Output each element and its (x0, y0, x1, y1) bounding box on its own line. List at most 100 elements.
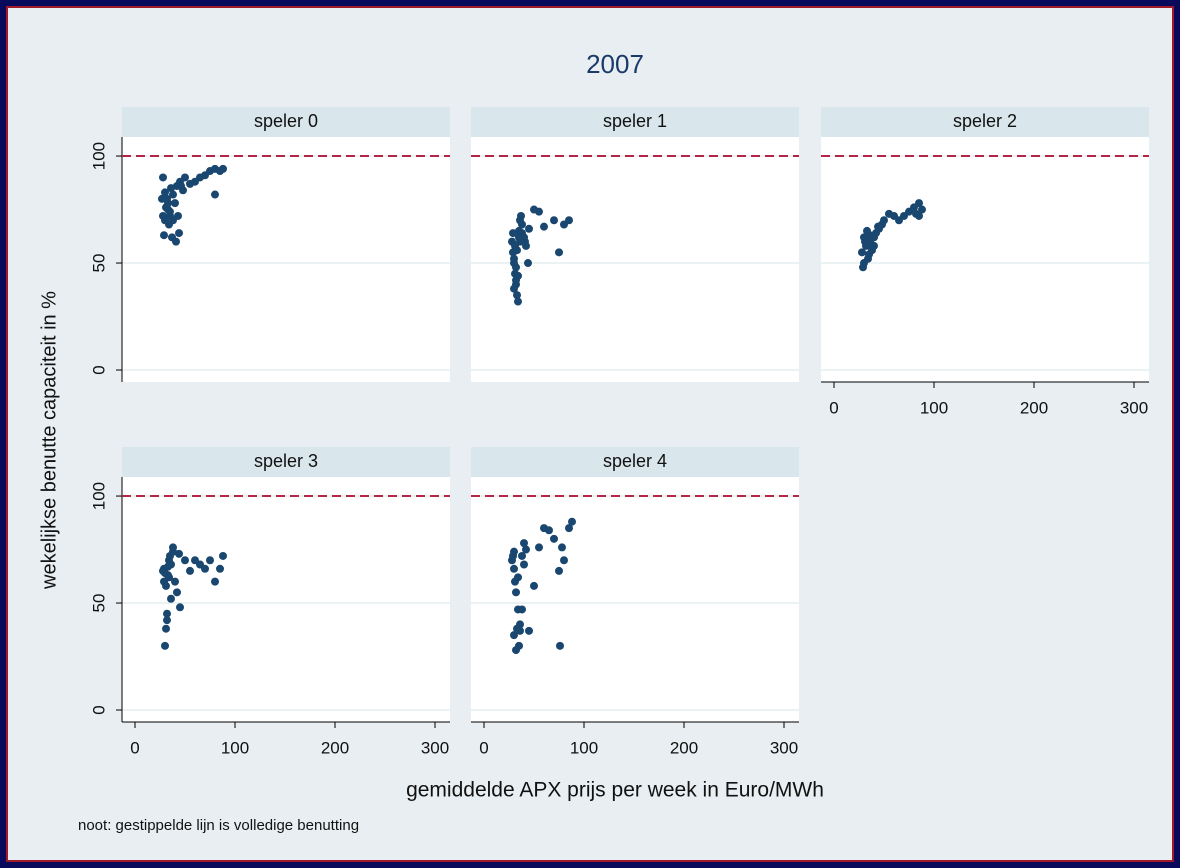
point (181, 556, 189, 565)
point (555, 566, 563, 575)
point (520, 539, 528, 548)
panel-header (471, 447, 799, 477)
point (159, 173, 167, 182)
panel-header (122, 107, 450, 137)
point (530, 581, 538, 590)
point (172, 237, 180, 246)
point (167, 184, 175, 193)
plot-area (821, 137, 1149, 382)
point (160, 231, 168, 240)
point (915, 199, 923, 208)
panel-header (122, 447, 450, 477)
point (550, 216, 558, 225)
x-tick-label: 100 (920, 398, 948, 417)
point (858, 248, 866, 257)
point (525, 626, 533, 635)
point (216, 564, 224, 573)
point (565, 524, 573, 533)
x-tick-label: 200 (1020, 398, 1048, 417)
point (169, 190, 177, 199)
point (513, 291, 521, 300)
point (558, 543, 566, 552)
panel-title: speler 4 (603, 451, 667, 471)
x-tick-label: 0 (829, 398, 838, 417)
x-tick-label: 300 (421, 738, 449, 757)
point (560, 556, 568, 565)
point (545, 526, 553, 535)
point (517, 211, 525, 220)
point (521, 237, 529, 246)
point (525, 224, 533, 233)
point (512, 263, 520, 272)
point (516, 620, 524, 629)
y-tick-label: 50 (89, 254, 108, 273)
point (171, 199, 179, 208)
point (161, 188, 169, 197)
y-tick-label: 0 (89, 705, 108, 714)
x-tick-label: 200 (321, 738, 349, 757)
panel-title: speler 3 (254, 451, 318, 471)
point (163, 609, 171, 618)
plot-area (122, 137, 450, 382)
x-tick-label: 300 (1120, 398, 1148, 417)
point (555, 248, 563, 257)
x-tick-label: 100 (221, 738, 249, 757)
point (514, 605, 522, 614)
point (870, 241, 878, 250)
point (175, 229, 183, 238)
point (524, 259, 532, 268)
panel-header (821, 107, 1149, 137)
point (162, 581, 170, 590)
plot-area (471, 477, 799, 722)
point (186, 566, 194, 575)
point (206, 556, 214, 565)
point (161, 641, 169, 650)
point (516, 626, 524, 635)
x-tick-label: 200 (670, 738, 698, 757)
point (861, 237, 869, 246)
point (510, 631, 518, 640)
point (550, 534, 558, 543)
point (918, 205, 926, 214)
point (514, 297, 522, 306)
point (540, 222, 548, 231)
plot-area (471, 137, 799, 382)
point (509, 229, 517, 238)
point (211, 577, 219, 586)
panel-header (471, 107, 799, 137)
point (866, 231, 874, 240)
note: noot: gestippelde lijn is volledige benu… (78, 817, 359, 834)
point (512, 646, 520, 655)
point (219, 551, 227, 560)
point (201, 564, 209, 573)
x-tick-label: 300 (770, 738, 798, 757)
point (512, 276, 520, 285)
chart-title: 2007 (586, 49, 644, 79)
point (568, 517, 576, 526)
point (518, 220, 526, 229)
point (164, 562, 172, 571)
point (510, 254, 518, 263)
point (513, 246, 521, 255)
point (159, 211, 167, 220)
point (556, 641, 564, 650)
x-axis-label: gemiddelde APX prijs per week in Euro/MW… (406, 779, 824, 802)
point (510, 564, 518, 573)
panel-title: speler 0 (254, 111, 318, 131)
point (522, 545, 530, 554)
y-tick-label: 0 (89, 365, 108, 374)
point (169, 547, 177, 556)
point (163, 616, 171, 625)
point (514, 573, 522, 582)
point (518, 229, 526, 238)
point (174, 211, 182, 220)
point (171, 577, 179, 586)
point (859, 263, 867, 272)
point (219, 164, 227, 173)
panel-title: speler 1 (603, 111, 667, 131)
point (535, 543, 543, 552)
point (164, 199, 172, 208)
x-tick-label: 100 (570, 738, 598, 757)
